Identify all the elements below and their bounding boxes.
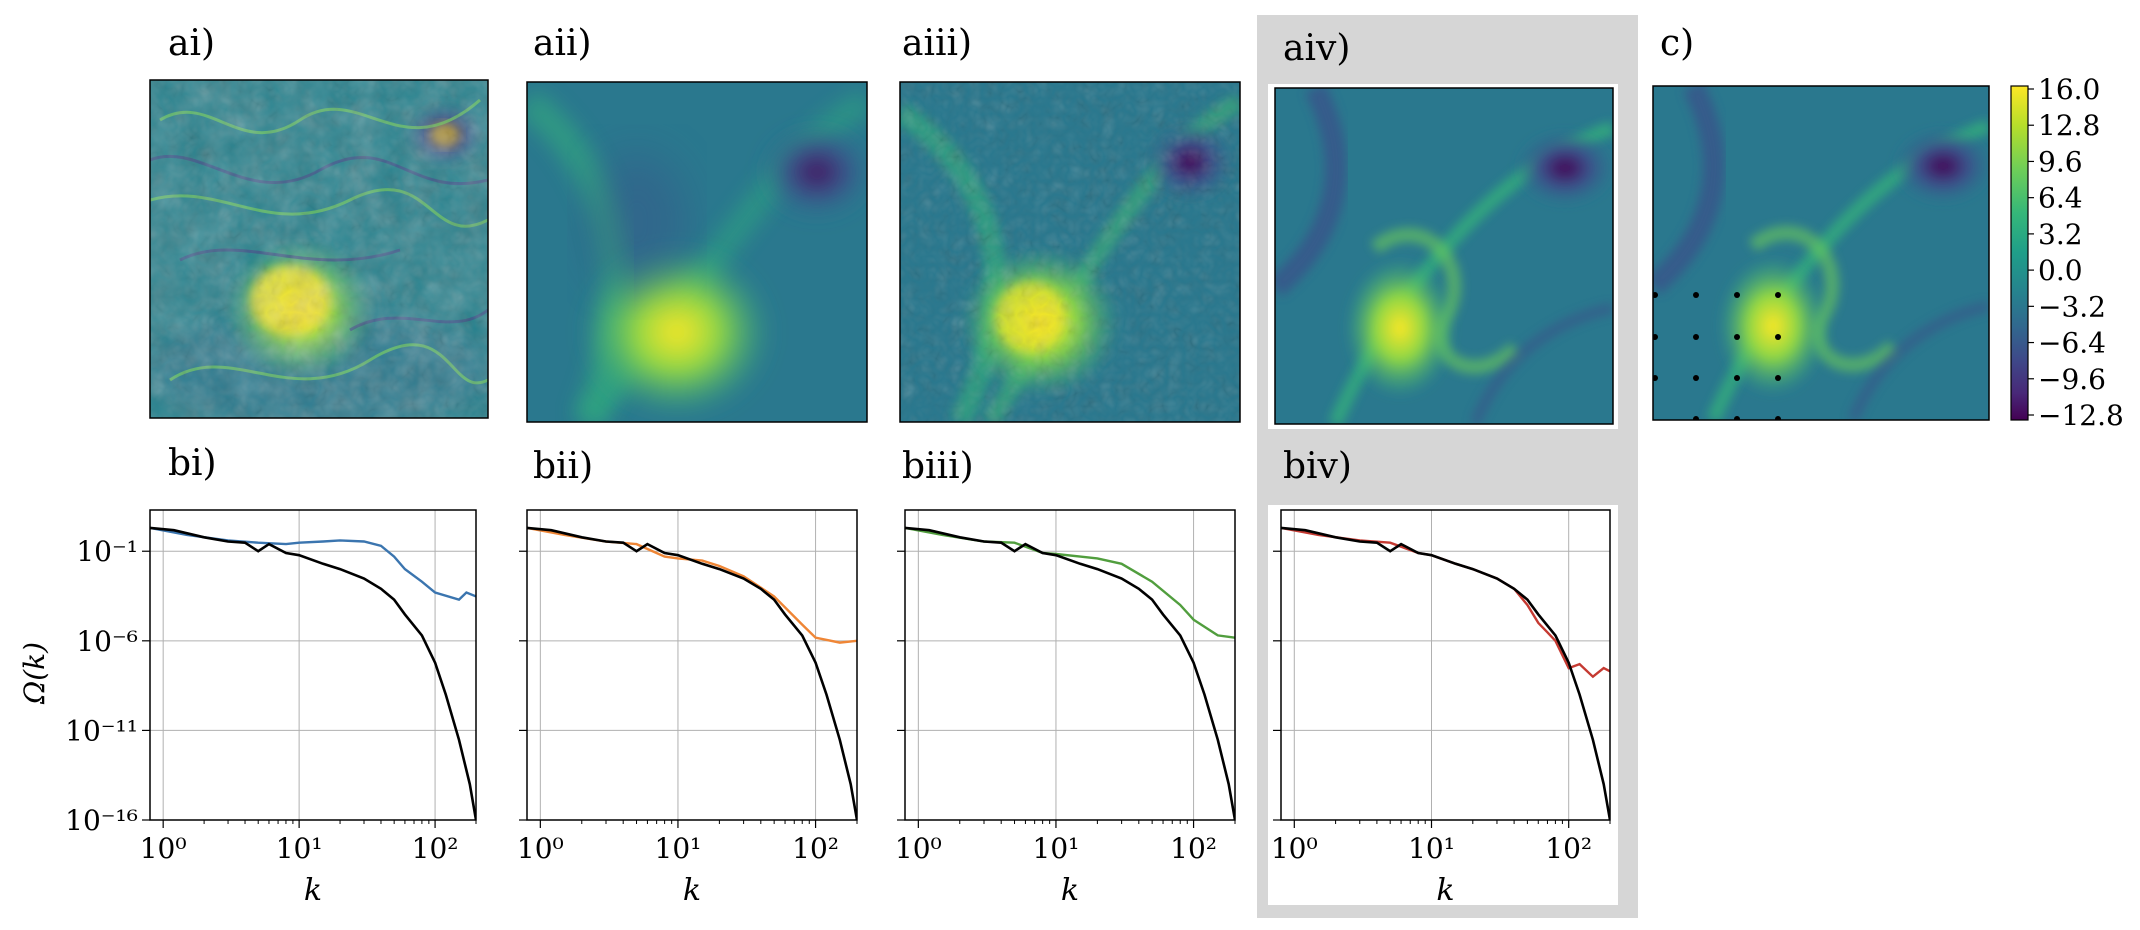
y-tick-label: 10⁻¹¹ xyxy=(65,714,138,747)
panel-label-ai: ai) xyxy=(168,23,215,64)
reference-line-biii xyxy=(905,526,1235,820)
x-tick-label: 10⁰ xyxy=(1271,832,1318,865)
y-tick-label: 10⁻⁶ xyxy=(76,625,138,658)
x-tick-label: 10² xyxy=(1545,832,1592,865)
x-tick-label: 10¹ xyxy=(655,832,702,865)
colorbar-tick-label: −9.6 xyxy=(2038,363,2106,396)
sensor-dots xyxy=(1653,292,1781,420)
reference-line-bii xyxy=(527,526,857,820)
heatmap-c xyxy=(1652,85,1990,421)
x-tick-label: 10⁰ xyxy=(895,832,942,865)
x-axis-label: k xyxy=(304,873,322,908)
reference-line-bi xyxy=(150,526,476,820)
x-axis-label: k xyxy=(1061,873,1079,908)
x-tick-label: 10² xyxy=(792,832,839,865)
x-axis-label: k xyxy=(1436,873,1454,908)
panel-label-aiv: aiv) xyxy=(1283,28,1350,69)
panel-label-aii: aii) xyxy=(533,23,592,64)
highlight-spectrum-frame xyxy=(1268,505,1618,905)
colorbar-tick-label: 0.0 xyxy=(2038,254,2083,287)
series-line-bii xyxy=(527,526,857,644)
colorbar-tick-label: 12.8 xyxy=(2038,109,2100,142)
colorbar: 16.012.89.6 6.43.20.0−3.2 −6.4−9.6−12.8 xyxy=(2010,73,2124,432)
colorbar-tick-label: −3.2 xyxy=(2038,290,2106,323)
spectrum-panel-biii: biii) 10⁰ 10¹ 10² k xyxy=(895,446,1236,908)
panel-label-bi: bi) xyxy=(168,443,217,484)
x-tick-label: 10¹ xyxy=(1408,832,1455,865)
colorbar-tick-label: 9.6 xyxy=(2038,145,2083,178)
panel-label-aiii: aiii) xyxy=(902,23,972,64)
reference-line-biv xyxy=(1281,526,1610,820)
spectrum-panel-biv: biv) 10⁰ 10¹ 10² k xyxy=(1271,446,1611,908)
x-tick-label: 10² xyxy=(412,832,459,865)
series-line-biii xyxy=(905,526,1235,639)
plot-frame xyxy=(149,509,477,821)
x-tick-label: 10² xyxy=(1170,832,1217,865)
heatmap-aii xyxy=(526,81,868,423)
colorbar-tick-label: −6.4 xyxy=(2038,327,2106,360)
colorbar-tick-label: 6.4 xyxy=(2038,182,2083,215)
x-tick-label: 10¹ xyxy=(1033,832,1080,865)
colorbar-tick-label: −12.8 xyxy=(2038,399,2124,432)
panel-label-biii: biii) xyxy=(902,446,974,487)
y-axis-label: Ω(k) xyxy=(18,642,51,705)
y-tick-label: 10⁻¹⁶ xyxy=(65,804,138,837)
plot-frame xyxy=(904,509,1236,821)
plot-frame xyxy=(526,509,858,821)
heatmap-aiii xyxy=(899,81,1241,423)
x-tick-label: 10⁰ xyxy=(517,832,564,865)
colorbar-tick-label: 16.0 xyxy=(2038,73,2100,106)
plot-frame xyxy=(1280,509,1611,821)
panel-label-biv: biv) xyxy=(1283,446,1352,487)
colorbar-tick-label: 3.2 xyxy=(2038,218,2083,251)
heatmap-aiv xyxy=(1274,87,1614,425)
x-axis-label: k xyxy=(683,873,701,908)
panel-label-bii: bii) xyxy=(533,446,593,487)
panel-label-c: c) xyxy=(1660,23,1694,64)
y-tick-label: 10⁻¹ xyxy=(76,535,138,568)
spectrum-panel-bi: bi) 10⁰ 10¹ 10² 10⁻¹ 10⁻⁶ 10⁻¹¹ 10⁻¹⁶ k xyxy=(65,443,477,908)
spectrum-panel-bii: bii) 10⁰ 10¹ 10² k xyxy=(517,446,858,908)
x-tick-label: 10¹ xyxy=(276,832,323,865)
x-tick-label: 10⁰ xyxy=(140,832,187,865)
series-line-bi xyxy=(150,526,476,601)
heatmap-ai xyxy=(149,79,489,419)
